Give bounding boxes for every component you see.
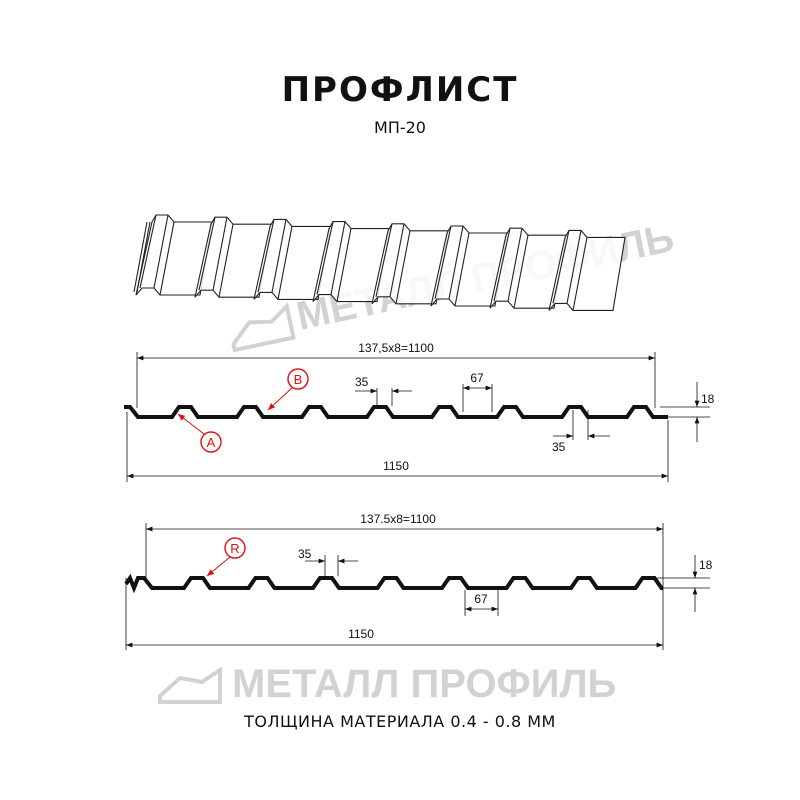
sheet-fold-line <box>552 230 570 304</box>
sheet-fold-line <box>336 228 352 302</box>
sheet-rib <box>489 227 567 309</box>
sheet-rib <box>135 214 213 296</box>
callout-r: R <box>230 541 239 556</box>
page-title: ПРОФЛИСТ <box>281 70 519 110</box>
sheet-fold-line <box>434 225 452 300</box>
callout-r-circle <box>224 537 246 559</box>
profile-a: 137,5x8=1100 1150 18 35 67 35 A B <box>124 341 715 482</box>
sheet-fold-line <box>454 232 470 307</box>
height-dimension: 18 <box>701 392 715 406</box>
height-dimension-b: 18 <box>699 558 713 572</box>
sheet-fold-line <box>375 223 393 297</box>
bottom-width-dimension: 35 <box>552 440 566 454</box>
sheet-rib <box>312 221 390 303</box>
top-width-dimension: 35 <box>355 375 369 389</box>
top-pitch-dimension: 67 <box>470 371 484 385</box>
sheet-rib <box>194 216 272 298</box>
sheet-fold-line <box>316 221 334 295</box>
sheet-fold-line <box>257 219 275 293</box>
sheet-rib <box>371 223 449 305</box>
profile-b-line <box>124 573 664 594</box>
sheet-fold-line <box>159 221 175 296</box>
callout-b: B <box>294 372 303 387</box>
sheet-rib <box>430 225 508 307</box>
material-thickness-note: ТОЛЩИНА МАТЕРИАЛА 0.4 - 0.8 ММ <box>244 712 556 731</box>
sheet-fold-line <box>277 226 293 300</box>
top-width-dimension-b: 35 <box>298 547 312 561</box>
sheet-3d-view <box>133 214 626 311</box>
sheet-edge <box>133 221 151 293</box>
width-dimension: 1150 <box>383 459 409 473</box>
pitch-dimension: 137,5x8=1100 <box>358 341 434 355</box>
sheet-fold-line <box>271 219 287 293</box>
sheet-fold-line <box>572 237 588 311</box>
model-subtitle: МП-20 <box>374 118 426 137</box>
bottom-pitch-dimension-b: 67 <box>474 592 488 606</box>
sheet-fold-line <box>139 214 157 289</box>
sheet-fold-line <box>389 223 405 297</box>
sheet-fold-line <box>448 225 464 300</box>
callout-a: A <box>207 435 216 450</box>
sheet-fold-line <box>198 217 216 291</box>
profile-b: 137.5x8=1100 1150 18 35 67 R <box>124 512 713 650</box>
callout-a-circle <box>200 431 222 453</box>
sheet-fold-line <box>493 228 511 302</box>
sheet-fold-line <box>507 228 523 302</box>
watermark-logo-2: МЕТАЛЛ ПРОФИЛЬ <box>158 662 616 706</box>
sheet-rib <box>253 218 331 300</box>
sheet-fold-line <box>153 214 169 289</box>
svg-text:МЕТАЛЛ ПРОФИЛЬ: МЕТАЛЛ ПРОФИЛЬ <box>232 662 616 706</box>
sheet-fold-line <box>212 217 228 291</box>
callout-b-circle <box>287 368 309 390</box>
sheet-fold-line <box>218 224 234 298</box>
sheet-fold-line <box>330 221 346 295</box>
pitch-dimension-b: 137.5x8=1100 <box>360 512 436 526</box>
sheet-fold-line <box>566 230 582 304</box>
profile-a-line <box>124 405 668 419</box>
width-dimension-b: 1150 <box>348 627 374 641</box>
sheet-rib <box>548 229 626 311</box>
sheet-fold-line <box>395 230 411 304</box>
sheet-fold-line <box>513 235 529 309</box>
